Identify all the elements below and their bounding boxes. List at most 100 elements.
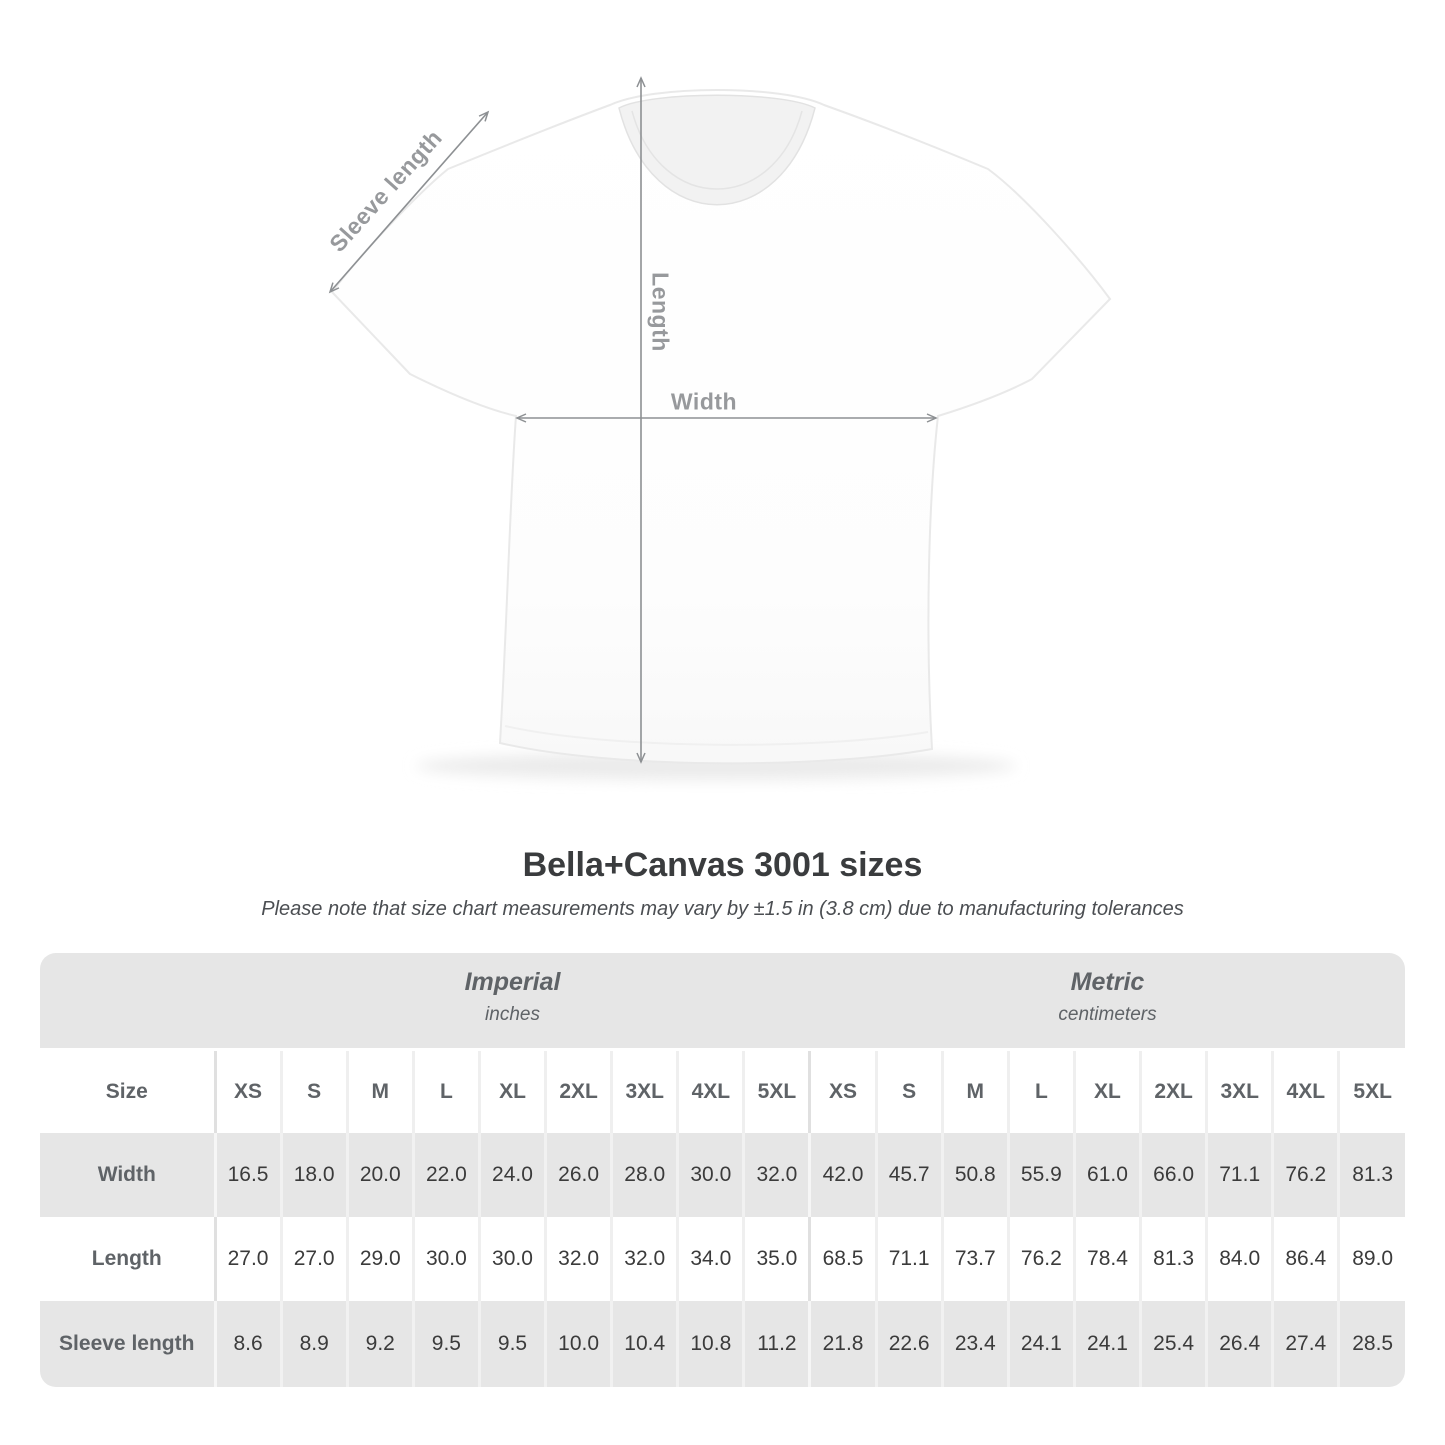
cell: 26.4 <box>1205 1301 1273 1387</box>
col-header: M <box>940 1051 1009 1133</box>
col-header: 2XL <box>544 1051 612 1133</box>
table-row-sleeve-length: Sleeve length 8.6 8.9 9.2 9.5 9.5 10.0 1… <box>40 1301 1405 1387</box>
cell: 27.4 <box>1271 1301 1339 1387</box>
cell: 26.0 <box>544 1133 612 1217</box>
shirt-shadow <box>416 752 1016 780</box>
row-label: Width <box>40 1133 215 1217</box>
table-header-row: Size XS S M L XL 2XL 3XL 4XL 5XL XS S M … <box>40 1051 1405 1133</box>
hem-seam <box>504 725 929 746</box>
cell: 24.1 <box>1072 1301 1141 1387</box>
cell: 29.0 <box>345 1217 414 1301</box>
cell: 50.8 <box>940 1133 1009 1217</box>
cell: 34.0 <box>676 1217 744 1301</box>
cell: 9.5 <box>477 1301 546 1387</box>
cell: 81.3 <box>1139 1217 1207 1301</box>
cell: 45.7 <box>874 1133 943 1217</box>
col-header: 4XL <box>676 1051 744 1133</box>
cell: 89.0 <box>1337 1217 1405 1301</box>
cell: 24.0 <box>477 1133 546 1217</box>
cell: 10.0 <box>544 1301 612 1387</box>
cell: 68.5 <box>808 1217 877 1301</box>
col-header: S <box>874 1051 943 1133</box>
cell: 10.8 <box>676 1301 744 1387</box>
row-label: Length <box>91 1247 162 1270</box>
cell: 42.0 <box>808 1133 877 1217</box>
row-label: Sleeve length <box>40 1301 215 1387</box>
table-row-length: Length 27.0 27.0 29.0 30.0 30.0 32.0 32.… <box>40 1217 1405 1301</box>
cell: 27.0 <box>213 1217 282 1301</box>
cell: 23.4 <box>940 1301 1009 1387</box>
col-header: S <box>279 1051 348 1133</box>
unit-group-imperial: Imperial inches <box>215 953 810 1048</box>
col-header: 4XL <box>1271 1051 1339 1133</box>
cell: 22.0 <box>411 1133 480 1217</box>
cell: 35.0 <box>742 1217 810 1301</box>
cell: 27.0 <box>279 1217 348 1301</box>
cell: 10.4 <box>610 1301 678 1387</box>
size-column-header: Size <box>105 1080 148 1103</box>
cell: 30.0 <box>477 1217 546 1301</box>
page-subtitle: Please note that size chart measurements… <box>261 898 1184 920</box>
cell: 11.2 <box>742 1301 810 1387</box>
cell: 22.6 <box>874 1301 943 1387</box>
width-label: Width <box>670 388 738 415</box>
table-row-width: Width 16.5 18.0 20.0 22.0 24.0 26.0 28.0… <box>40 1133 1405 1217</box>
cell: 9.2 <box>345 1301 414 1387</box>
cell: 61.0 <box>1072 1133 1141 1217</box>
cell: 30.0 <box>411 1217 480 1301</box>
cell: 78.4 <box>1072 1217 1141 1301</box>
col-header: XS <box>213 1051 282 1133</box>
sleeve-length-arrow <box>328 110 490 294</box>
col-header: M <box>345 1051 414 1133</box>
cell: 8.9 <box>279 1301 348 1387</box>
unit-group-band: Imperial inches Metric centimeters <box>40 953 1405 1048</box>
cell: 9.5 <box>411 1301 480 1387</box>
neck-opening <box>618 94 816 206</box>
imperial-title: Imperial <box>464 968 561 996</box>
col-header: XL <box>1072 1051 1141 1133</box>
page-title: Bella+Canvas 3001 sizes <box>522 846 923 884</box>
band-spacer <box>40 953 215 1048</box>
cell: 24.1 <box>1006 1301 1075 1387</box>
cell: 20.0 <box>345 1133 414 1217</box>
cell: 8.6 <box>213 1301 282 1387</box>
cell: 73.7 <box>940 1217 1009 1301</box>
cell: 66.0 <box>1139 1133 1207 1217</box>
col-header: XS <box>808 1051 877 1133</box>
cell: 84.0 <box>1205 1217 1273 1301</box>
size-chart-table: Imperial inches Metric centimeters Size … <box>40 953 1405 1387</box>
cell: 76.2 <box>1271 1133 1339 1217</box>
tshirt-illustration <box>328 76 1112 780</box>
collar-band <box>631 110 803 190</box>
cell: 18.0 <box>279 1133 348 1217</box>
cell: 71.1 <box>874 1217 943 1301</box>
cell: 32.0 <box>544 1217 612 1301</box>
col-header: 5XL <box>1337 1051 1405 1133</box>
tshirt-size-diagram: Sleeve length Length Width <box>324 76 1112 780</box>
imperial-unit: inches <box>485 1004 540 1025</box>
cell: 55.9 <box>1006 1133 1075 1217</box>
metric-title: Metric <box>1070 968 1145 996</box>
cell: 32.0 <box>742 1133 810 1217</box>
cell: 86.4 <box>1271 1217 1339 1301</box>
cell: 28.0 <box>610 1133 678 1217</box>
cell: 30.0 <box>676 1133 744 1217</box>
metric-unit: centimeters <box>1058 1004 1157 1025</box>
col-header: XL <box>477 1051 546 1133</box>
cell: 28.5 <box>1337 1301 1405 1387</box>
col-header: L <box>1006 1051 1075 1133</box>
length-label: Length <box>647 272 674 352</box>
cell: 71.1 <box>1205 1133 1273 1217</box>
cell: 32.0 <box>610 1217 678 1301</box>
col-header: 5XL <box>742 1051 810 1133</box>
col-header: 2XL <box>1139 1051 1207 1133</box>
col-header: 3XL <box>1205 1051 1273 1133</box>
cell: 25.4 <box>1139 1301 1207 1387</box>
col-header: L <box>411 1051 480 1133</box>
cell: 16.5 <box>213 1133 282 1217</box>
cell: 76.2 <box>1006 1217 1075 1301</box>
measurements-table: Size XS S M L XL 2XL 3XL 4XL 5XL XS S M … <box>40 1051 1405 1387</box>
unit-group-metric: Metric centimeters <box>810 953 1405 1048</box>
col-header: 3XL <box>610 1051 678 1133</box>
cell: 81.3 <box>1337 1133 1405 1217</box>
